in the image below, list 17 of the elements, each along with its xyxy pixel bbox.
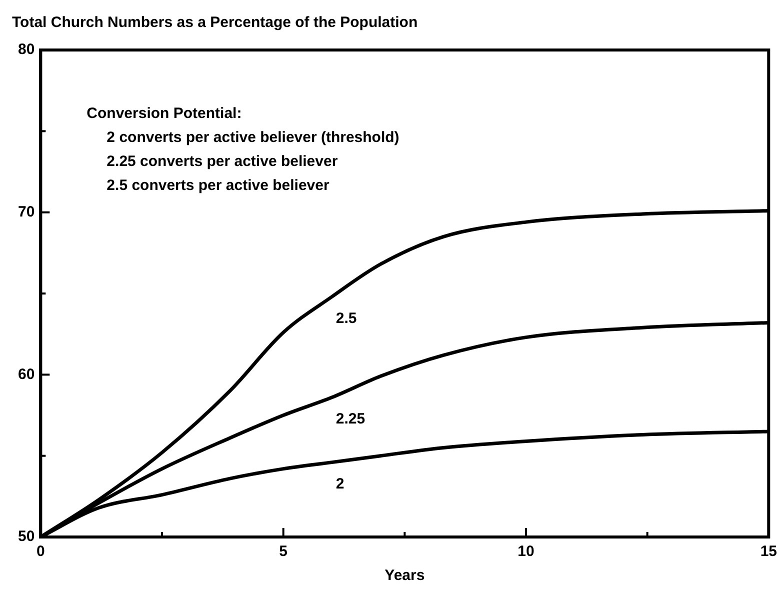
y-tick-label: 60 — [18, 366, 35, 383]
x-tick-label: 0 — [36, 543, 45, 560]
annotation: Conversion Potential: — [86, 105, 242, 122]
x-axis-title: Years — [384, 567, 425, 584]
series-label: 2.5 — [336, 310, 357, 327]
x-tick-label: 15 — [760, 543, 777, 560]
y-tick-label: 50 — [18, 528, 35, 546]
x-tick-label: 10 — [518, 543, 534, 560]
annotation: 2 converts per active believer (threshold) — [106, 129, 400, 146]
chart-title: Total Church Numbers as a Percentage of the Population — [12, 14, 418, 32]
y-tick-label: 70 — [18, 203, 35, 220]
x-tick-label: 5 — [279, 543, 288, 560]
annotation: 2.25 converts per active believer — [106, 153, 338, 170]
series-label: 2.25 — [336, 410, 366, 428]
y-tick-label: 80 — [18, 41, 35, 58]
series-label: 2 — [336, 475, 344, 492]
annotation: 2.5 converts per active believer — [106, 177, 330, 194]
